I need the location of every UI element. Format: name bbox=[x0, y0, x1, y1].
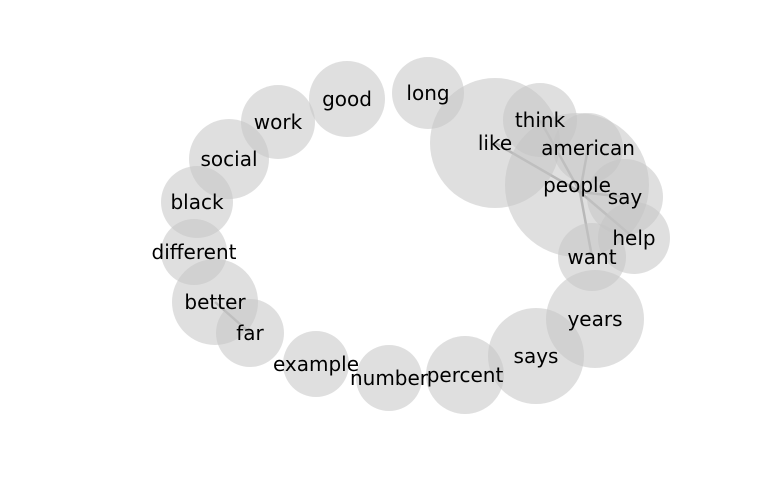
node-label-number: number bbox=[350, 366, 429, 390]
node-circle-different bbox=[161, 219, 227, 285]
node-percent bbox=[426, 336, 504, 414]
node-label-think: think bbox=[515, 108, 566, 132]
node-label-says: says bbox=[514, 344, 559, 368]
node-says bbox=[488, 308, 584, 404]
node-label-percent: percent bbox=[427, 363, 504, 387]
node-label-want: want bbox=[567, 245, 616, 269]
node-label-help: help bbox=[612, 226, 655, 250]
node-circle-number bbox=[356, 345, 422, 411]
node-label-years: years bbox=[567, 307, 622, 331]
node-label-black: black bbox=[170, 190, 224, 214]
node-example bbox=[283, 331, 349, 397]
node-label-example: example bbox=[273, 352, 359, 376]
node-label-good: good bbox=[322, 87, 372, 111]
node-different bbox=[161, 219, 227, 285]
node-circle-work bbox=[241, 85, 315, 159]
node-label-american: american bbox=[541, 136, 635, 160]
node-label-work: work bbox=[254, 110, 303, 134]
node-good bbox=[309, 61, 385, 137]
node-label-say: say bbox=[608, 185, 643, 209]
node-label-different: different bbox=[152, 240, 237, 264]
node-label-people: people bbox=[543, 173, 611, 197]
node-label-better: better bbox=[184, 290, 246, 314]
node-label-long: long bbox=[406, 81, 449, 105]
node-circle-long bbox=[392, 57, 464, 129]
node-label-like: like bbox=[478, 131, 512, 155]
node-circle-example bbox=[283, 331, 349, 397]
node-long bbox=[392, 57, 464, 129]
node-work bbox=[241, 85, 315, 159]
node-label-social: social bbox=[200, 147, 257, 171]
node-circle-good bbox=[309, 61, 385, 137]
node-number bbox=[356, 345, 422, 411]
node-circle-says bbox=[488, 308, 584, 404]
node-label-far: far bbox=[236, 321, 264, 345]
node-circle-percent bbox=[426, 336, 504, 414]
nodes-layer: likepeoplethinkamericansayhelpwantyearss… bbox=[152, 57, 670, 414]
